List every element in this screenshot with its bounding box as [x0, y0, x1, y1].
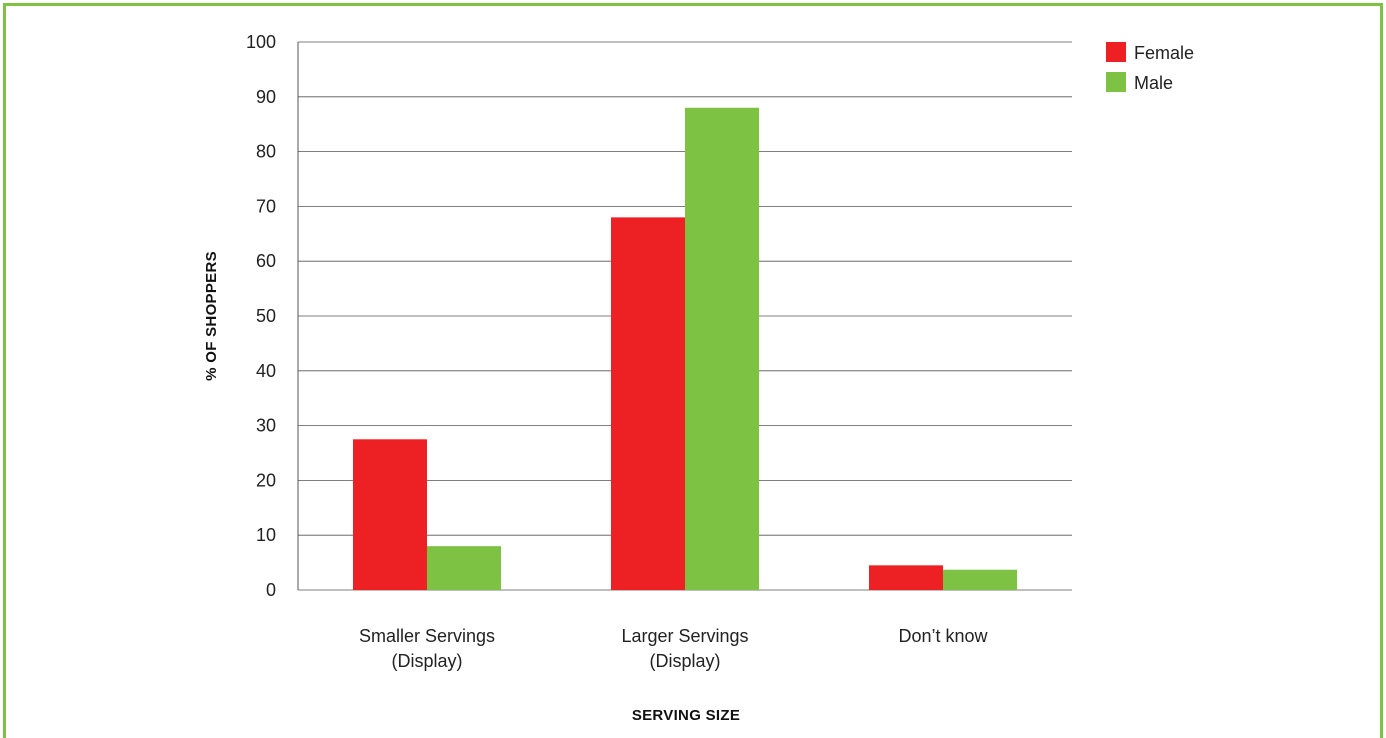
x-category-label: Don’t know: [898, 626, 988, 646]
x-category-label: Smaller Servings: [359, 626, 495, 646]
x-category-label: Larger Servings: [621, 626, 748, 646]
y-tick-label: 100: [246, 32, 276, 52]
legend-swatch-female: [1106, 42, 1126, 62]
legend-label-female: Female: [1134, 43, 1194, 63]
bar-female-2: [869, 565, 943, 590]
y-axis-title: % OF SHOPPERS: [203, 251, 220, 381]
y-tick-labels: 0 10 20 30 40 50 60 70 80 90 100: [246, 32, 276, 600]
bar-male-0: [427, 546, 501, 590]
y-tick-label: 0: [266, 580, 276, 600]
y-tick-label: 40: [256, 361, 276, 381]
y-tick-label: 20: [256, 470, 276, 490]
legend: Female Male: [1106, 42, 1194, 93]
legend-swatch-male: [1106, 72, 1126, 92]
y-tick-label: 50: [256, 306, 276, 326]
bar-female-0: [353, 439, 427, 590]
bar-male-1: [685, 107, 759, 590]
legend-label-male: Male: [1134, 73, 1173, 93]
x-category-labels: Smaller Servings (Display) Larger Servings…: [359, 626, 989, 671]
bar-female-1: [611, 217, 685, 591]
y-tick-label: 80: [256, 142, 276, 162]
x-category-label: (Display): [391, 651, 462, 671]
y-tick-label: 70: [256, 196, 276, 216]
y-tick-label: 30: [256, 416, 276, 436]
x-axis-title: SERVING SIZE: [632, 707, 740, 724]
x-category-label: (Display): [649, 651, 720, 671]
y-tick-label: 60: [256, 251, 276, 271]
bar-male-2: [943, 569, 1017, 590]
bars: [353, 107, 1017, 591]
y-tick-label: 90: [256, 87, 276, 107]
y-tick-label: 10: [256, 525, 276, 545]
